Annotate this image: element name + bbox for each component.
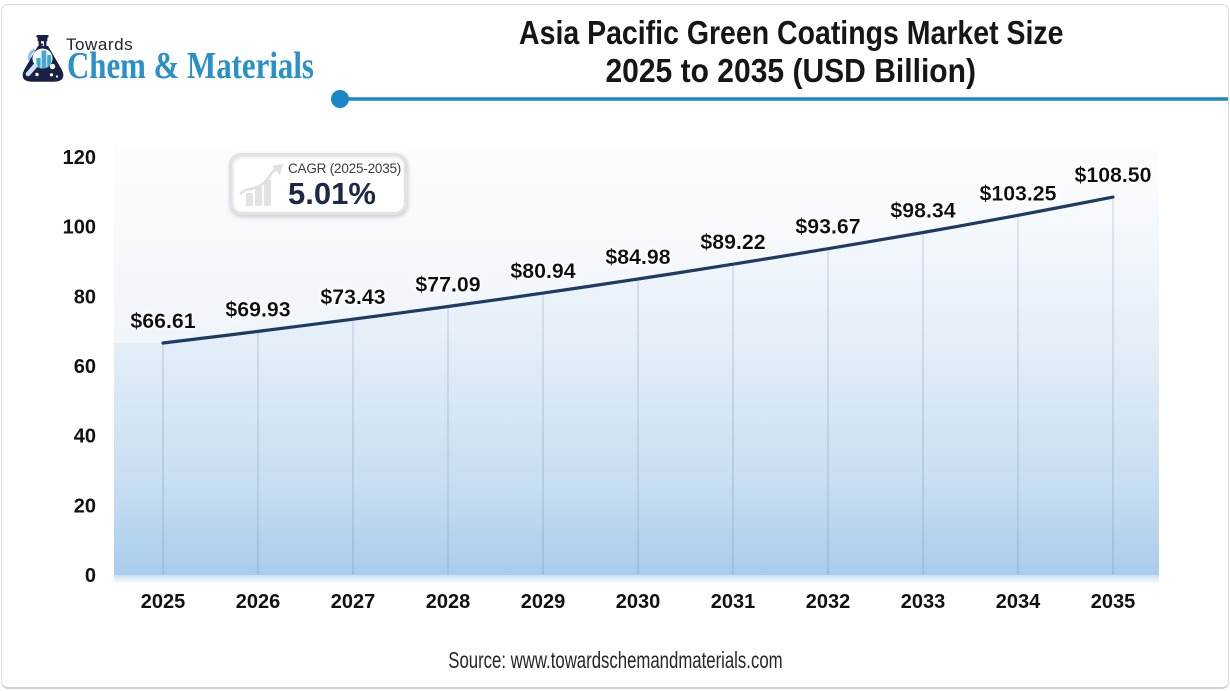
svg-text:0: 0 [85, 565, 96, 587]
svg-text:2029: 2029 [521, 591, 566, 613]
svg-text:$84.98: $84.98 [605, 245, 670, 269]
svg-text:2031: 2031 [711, 591, 756, 613]
svg-text:2033: 2033 [901, 591, 946, 613]
svg-text:$103.25: $103.25 [980, 181, 1057, 205]
svg-text:20: 20 [74, 495, 96, 517]
svg-text:2025: 2025 [141, 591, 186, 613]
svg-text:60: 60 [74, 356, 96, 378]
svg-text:$98.34: $98.34 [890, 199, 955, 223]
svg-text:$77.09: $77.09 [415, 273, 480, 297]
svg-text:40: 40 [74, 426, 96, 448]
svg-text:2028: 2028 [426, 591, 471, 613]
svg-text:$69.93: $69.93 [225, 297, 290, 321]
svg-text:2035: 2035 [1091, 591, 1136, 613]
svg-text:100: 100 [63, 217, 96, 239]
svg-text:2030: 2030 [616, 591, 661, 613]
svg-text:2034: 2034 [996, 591, 1041, 613]
svg-text:$89.22: $89.22 [700, 230, 765, 254]
svg-text:120: 120 [63, 147, 96, 169]
svg-text:2032: 2032 [806, 591, 851, 613]
svg-text:80: 80 [74, 286, 96, 308]
svg-text:$80.94: $80.94 [510, 259, 575, 283]
svg-text:$93.67: $93.67 [795, 215, 860, 239]
svg-text:$66.61: $66.61 [130, 309, 195, 333]
svg-text:2026: 2026 [236, 591, 281, 613]
svg-text:2027: 2027 [331, 591, 376, 613]
svg-text:$108.50: $108.50 [1075, 163, 1152, 187]
svg-text:$73.43: $73.43 [320, 285, 385, 309]
